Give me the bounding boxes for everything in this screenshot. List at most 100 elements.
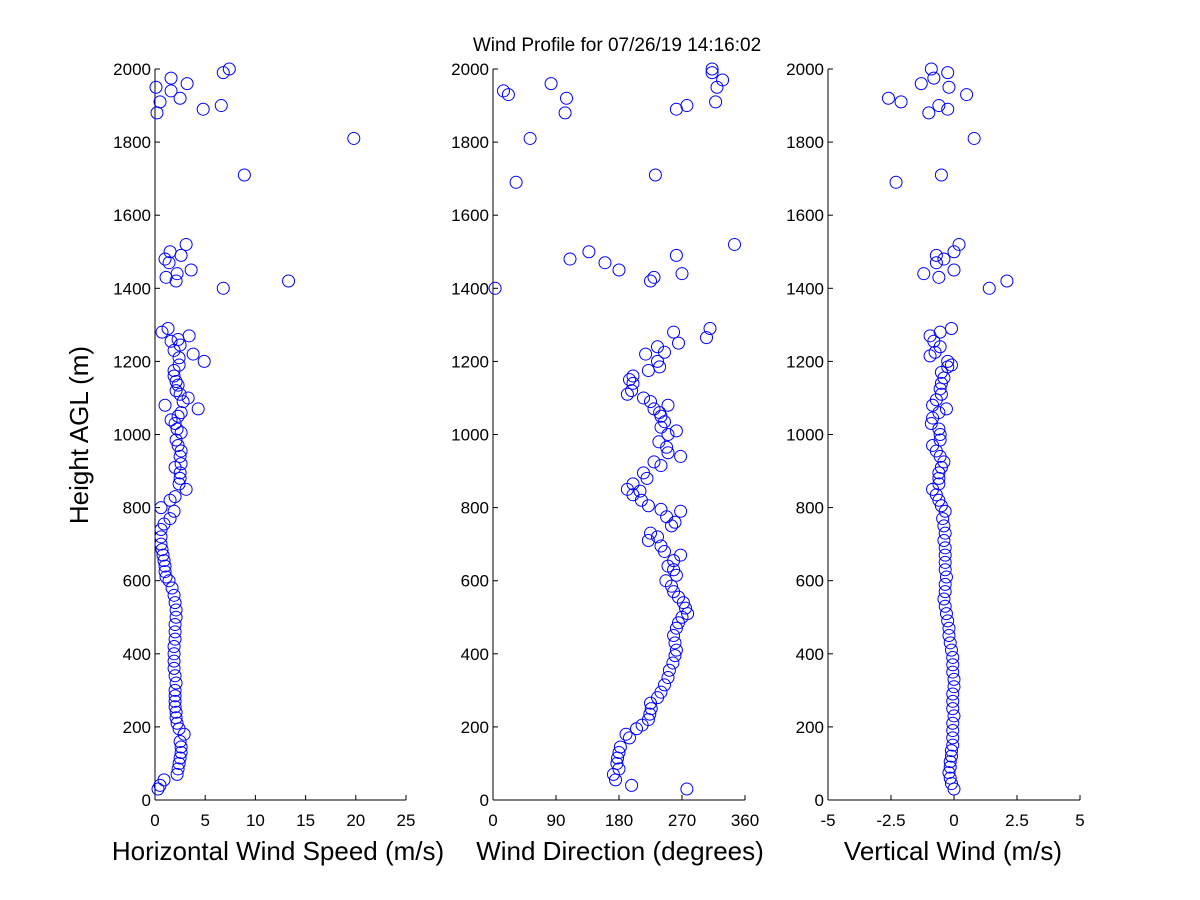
data-point [647,270,661,284]
x-tick-label: -2.5 [876,811,905,830]
data-point [637,466,650,480]
data-point [164,413,178,427]
data-point [934,168,948,182]
data-point [938,548,952,562]
data-point [933,428,947,441]
data-point [937,592,951,606]
data-point [637,391,650,405]
data-point [173,91,187,105]
data-point [626,376,640,390]
data-point [926,398,940,412]
data-point [155,543,169,557]
data-point [938,577,952,591]
y-tick-label: 1400 [451,279,489,298]
data-point [643,707,657,721]
data-point [674,548,688,562]
data-point [164,84,178,98]
data-point [666,656,680,670]
data-point [168,618,182,632]
data-point [237,168,251,182]
data-point [674,504,688,518]
y-tick-label: 1000 [113,426,151,445]
data-point [626,477,640,491]
data-point [652,435,666,449]
data-point [558,106,572,120]
y-tick-label: 1800 [451,133,489,152]
data-point [168,689,182,703]
vertical-wind-panel: 0 200 400 600 800 1000 1200 1400 1600 1800 2000 -5 -… [786,60,1085,866]
data-point [672,336,685,350]
x-tick-label: 90 [547,811,566,830]
data-point [163,245,177,259]
y-tick-label: 1200 [451,352,489,371]
data-point [172,477,186,491]
data-point [703,322,717,336]
data-point [168,700,182,714]
data-point [169,603,183,617]
data-point [184,263,198,277]
data-point [943,760,957,774]
data-point [648,168,662,182]
data-point [159,570,173,584]
data-point [560,91,573,105]
data-point [929,444,943,458]
data-point [158,559,172,573]
data-point [938,526,952,540]
data-point [214,99,228,113]
data-point [938,504,952,518]
data-point [669,621,683,635]
data-point [179,237,193,251]
data-point [946,716,960,730]
x-tick-label: 0 [488,811,497,830]
data-point [151,782,165,796]
data-point [158,252,172,266]
data-point [153,778,167,792]
data-point [929,248,943,262]
y-tick-label: 400 [796,645,824,664]
data-point [705,66,719,80]
x-tick-label: -5 [820,811,835,830]
data-point [728,237,741,251]
data-point [623,731,636,745]
data-point [658,678,671,692]
data-point [924,62,938,76]
data-point [173,471,187,485]
data-point [946,724,960,738]
y-tick-label: 1600 [451,206,489,225]
data-point [941,66,955,80]
data-point [168,683,182,697]
data-point [944,358,958,372]
data-point [647,402,661,416]
data-point [174,457,188,471]
data-point [661,446,675,460]
data-point [523,131,537,145]
data-point [1000,274,1014,288]
data-point [943,771,957,785]
data-point [639,347,653,361]
data-point [169,384,183,398]
data-point [967,131,981,145]
x-tick-label: 270 [668,811,696,830]
x-tick-label: 25 [397,811,416,830]
data-point [197,354,211,368]
data-point [917,267,931,281]
data-point [665,519,678,533]
y-tick-label: 2000 [451,60,489,79]
x-tick-label: 180 [605,811,633,830]
data-point [563,252,577,266]
data-point [168,625,182,639]
data-point [942,629,956,643]
data-point [196,102,210,116]
data-point [612,745,626,759]
data-point [669,643,683,657]
data-point [944,322,958,336]
data-point [154,530,168,544]
data-point [158,565,172,579]
data-point [168,596,182,610]
data-point [647,455,661,469]
data-point [169,274,183,288]
data-point [582,245,596,259]
data-point [625,384,639,398]
data-point [168,632,182,646]
data-point [894,95,908,109]
